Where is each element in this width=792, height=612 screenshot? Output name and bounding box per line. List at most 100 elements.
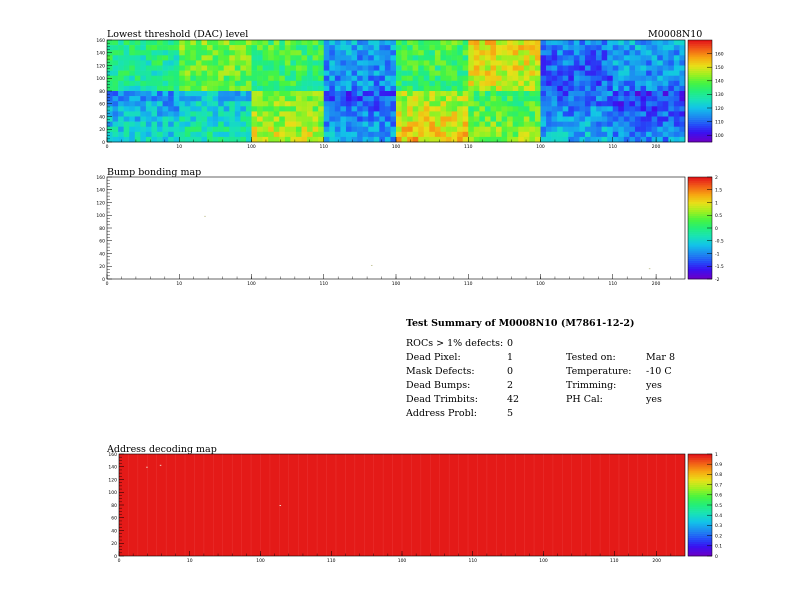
z-scale-band bbox=[688, 525, 712, 528]
heatmap-cell bbox=[173, 91, 180, 97]
heatmap-cell bbox=[529, 40, 536, 46]
heatmap-cell bbox=[523, 80, 530, 87]
heatmap-cell bbox=[157, 116, 163, 122]
heatmap-cell bbox=[173, 65, 180, 71]
heatmap-cell bbox=[218, 65, 225, 71]
heatmap-cell bbox=[307, 85, 313, 92]
heatmap-cell bbox=[129, 106, 136, 112]
heatmap-cell bbox=[118, 70, 124, 76]
heatmap-cell bbox=[673, 65, 680, 71]
heatmap-cell bbox=[190, 111, 197, 117]
heatmap-cell bbox=[557, 40, 564, 46]
heatmap-cell bbox=[473, 40, 480, 46]
heatmap-cell bbox=[573, 60, 580, 66]
heatmap-cell bbox=[440, 55, 447, 61]
heatmap-cell bbox=[223, 55, 230, 61]
heatmap-cell bbox=[668, 121, 675, 127]
z-scale-band bbox=[688, 468, 712, 471]
heatmap-cell bbox=[212, 65, 219, 71]
heatmap-cell bbox=[279, 75, 286, 82]
heatmap-cell bbox=[473, 75, 480, 82]
heatmap-cell bbox=[507, 50, 514, 56]
heatmap-cell bbox=[557, 126, 564, 133]
heatmap-cell bbox=[357, 70, 363, 76]
heatmap-cell bbox=[284, 136, 291, 143]
heatmap-cell bbox=[657, 60, 664, 66]
z-scale-band bbox=[688, 211, 712, 215]
heatmap-cell bbox=[540, 70, 547, 76]
z-scale-band bbox=[688, 494, 712, 498]
heatmap-cell bbox=[134, 75, 141, 82]
heatmap-cell bbox=[518, 116, 525, 122]
heatmap-cell bbox=[540, 121, 547, 127]
heatmap-cell bbox=[362, 116, 369, 122]
heatmap-cell bbox=[679, 91, 686, 97]
heatmap-cell bbox=[501, 91, 508, 97]
heatmap-cell bbox=[490, 101, 497, 107]
heatmap-cell bbox=[551, 106, 558, 112]
heatmap-cell bbox=[679, 101, 686, 107]
heatmap-cell bbox=[351, 136, 358, 143]
heatmap-cell bbox=[195, 116, 202, 122]
heatmap-cell bbox=[590, 126, 597, 133]
heatmap-cell bbox=[284, 40, 291, 46]
heatmap-cell bbox=[557, 96, 564, 102]
heatmap-cell bbox=[290, 106, 297, 112]
heatmap-cell bbox=[551, 55, 558, 61]
heatmap-cell bbox=[434, 75, 441, 82]
heatmap-cell bbox=[229, 60, 236, 66]
heatmap-cell bbox=[390, 80, 397, 87]
heatmap-cell bbox=[529, 101, 536, 107]
heatmap-cell bbox=[584, 70, 591, 76]
heatmap-cell bbox=[573, 106, 580, 112]
heatmap-cell bbox=[501, 40, 508, 46]
heatmap-cell bbox=[629, 116, 636, 122]
heatmap-cell bbox=[657, 40, 664, 46]
heatmap-cell bbox=[501, 85, 508, 92]
heatmap-cell bbox=[284, 106, 291, 112]
heatmap-cell bbox=[357, 106, 363, 112]
heatmap-cell bbox=[240, 126, 247, 133]
heatmap-cell bbox=[362, 55, 369, 61]
heatmap-cell bbox=[462, 50, 469, 56]
heatmap-cell bbox=[607, 111, 614, 117]
heatmap-cell bbox=[134, 111, 141, 117]
heatmap-cell bbox=[379, 40, 386, 46]
heatmap-cell bbox=[168, 45, 174, 51]
heatmap-cell bbox=[612, 70, 619, 76]
heatmap-cell bbox=[312, 106, 319, 112]
heatmap-cell bbox=[329, 40, 336, 46]
heatmap-cell bbox=[479, 116, 486, 122]
heatmap-cell bbox=[501, 111, 508, 117]
heatmap-cell bbox=[534, 60, 541, 66]
heatmap-cell bbox=[623, 50, 630, 56]
heatmap-cell bbox=[373, 85, 380, 92]
heatmap-cell bbox=[546, 131, 552, 138]
summary-label: Dead Pixel: bbox=[406, 352, 461, 363]
heatmap-cell bbox=[646, 45, 652, 51]
heatmap-cell bbox=[107, 40, 113, 46]
x-tick-label: 110 bbox=[327, 558, 336, 564]
heatmap-cell bbox=[584, 40, 591, 46]
heatmap-cell bbox=[590, 106, 597, 112]
heatmap-cell bbox=[373, 45, 380, 51]
heatmap-cell bbox=[534, 91, 541, 97]
heatmap-cell bbox=[301, 75, 308, 82]
heatmap-cell bbox=[229, 121, 236, 127]
heatmap-cell bbox=[579, 40, 586, 46]
heatmap-cell bbox=[201, 121, 208, 127]
heatmap-cell bbox=[123, 50, 130, 56]
heatmap-cell bbox=[412, 85, 419, 92]
heatmap-cell bbox=[245, 40, 252, 46]
heatmap-cell bbox=[612, 85, 619, 92]
heatmap-cell bbox=[473, 111, 480, 117]
heatmap-cell bbox=[490, 85, 497, 92]
heatmap-cell bbox=[534, 45, 541, 51]
heatmap-cell bbox=[446, 136, 452, 143]
x-tick-label: 110 bbox=[319, 281, 328, 287]
heatmap-cell bbox=[634, 85, 641, 92]
heatmap-cell bbox=[401, 91, 408, 97]
heatmap-cell bbox=[151, 80, 158, 87]
heatmap-cell bbox=[351, 55, 358, 61]
heatmap-cell bbox=[512, 91, 519, 97]
